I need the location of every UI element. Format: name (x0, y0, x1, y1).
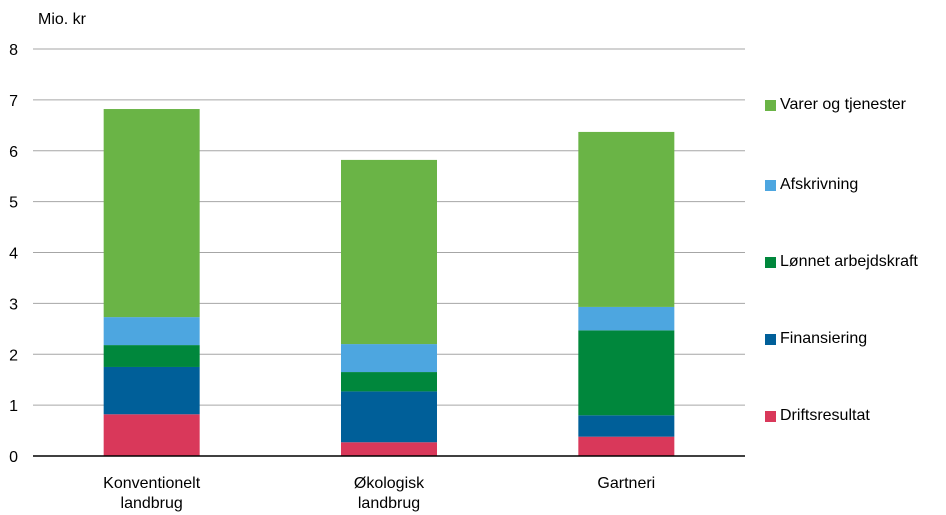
legend-swatch (765, 410, 776, 422)
bar-segment (103, 345, 200, 367)
bar-segment (103, 109, 200, 318)
bar-segment (103, 366, 200, 415)
y-tick-label: 1 (9, 398, 18, 415)
bar-segment (341, 442, 437, 456)
legend-swatch (765, 179, 776, 191)
y-tick-label: 0 (9, 449, 18, 466)
legend-item: Varer og tjenester (765, 96, 906, 114)
legend-item: Driftsresultat (765, 407, 870, 425)
bar-segment (578, 306, 675, 331)
y-tick-labels: 0 1 2 3 4 5 6 7 8 (9, 42, 18, 466)
legend-label: Finansiering (780, 330, 868, 347)
y-tick-label: 3 (9, 296, 18, 313)
legend-swatch (765, 333, 776, 345)
bar-segment (103, 317, 200, 346)
bar-segment (578, 436, 675, 456)
bar-segment (103, 414, 200, 456)
legend-item: Lønnet arbejdskraft (765, 253, 918, 271)
x-tick-labels: Konventionelt landbrug Økologisk landbrug Ga… (103, 475, 655, 512)
y-tick-label: 8 (9, 42, 18, 59)
bar-segment (341, 344, 437, 373)
legend-swatch (765, 99, 776, 111)
bar-segment (578, 330, 675, 416)
x-tick-label: Konventionelt landbrug (103, 475, 201, 512)
y-tick-label: 7 (9, 93, 18, 110)
bar-segment (341, 372, 437, 392)
bar-segment (341, 159, 437, 345)
x-tick-label: Økologisk landbrug (354, 475, 425, 512)
legend-label: Driftsresultat (780, 407, 870, 424)
y-axis-label: Mio. kr (38, 11, 87, 28)
legend-item: Finansiering (765, 330, 867, 348)
bars (103, 109, 675, 456)
y-tick-label: 6 (9, 144, 18, 161)
legend-swatch (765, 256, 776, 268)
legend-label: Varer og tjenester (780, 96, 906, 113)
bar-segment (578, 131, 675, 307)
legend-label: Lønnet arbejdskraft (780, 253, 918, 270)
x-tick-label: Gartneri (597, 475, 655, 492)
y-tick-label: 5 (9, 195, 18, 212)
y-tick-label: 2 (9, 347, 18, 364)
bar-segment (341, 391, 437, 443)
bar-segment (578, 415, 675, 437)
y-tick-label: 4 (9, 246, 18, 263)
legend-item: Afskrivning (765, 176, 858, 194)
legend-label: Afskrivning (780, 176, 859, 193)
legend: Varer og tjenester Afskrivning Lønnet arbe… (765, 0, 946, 515)
